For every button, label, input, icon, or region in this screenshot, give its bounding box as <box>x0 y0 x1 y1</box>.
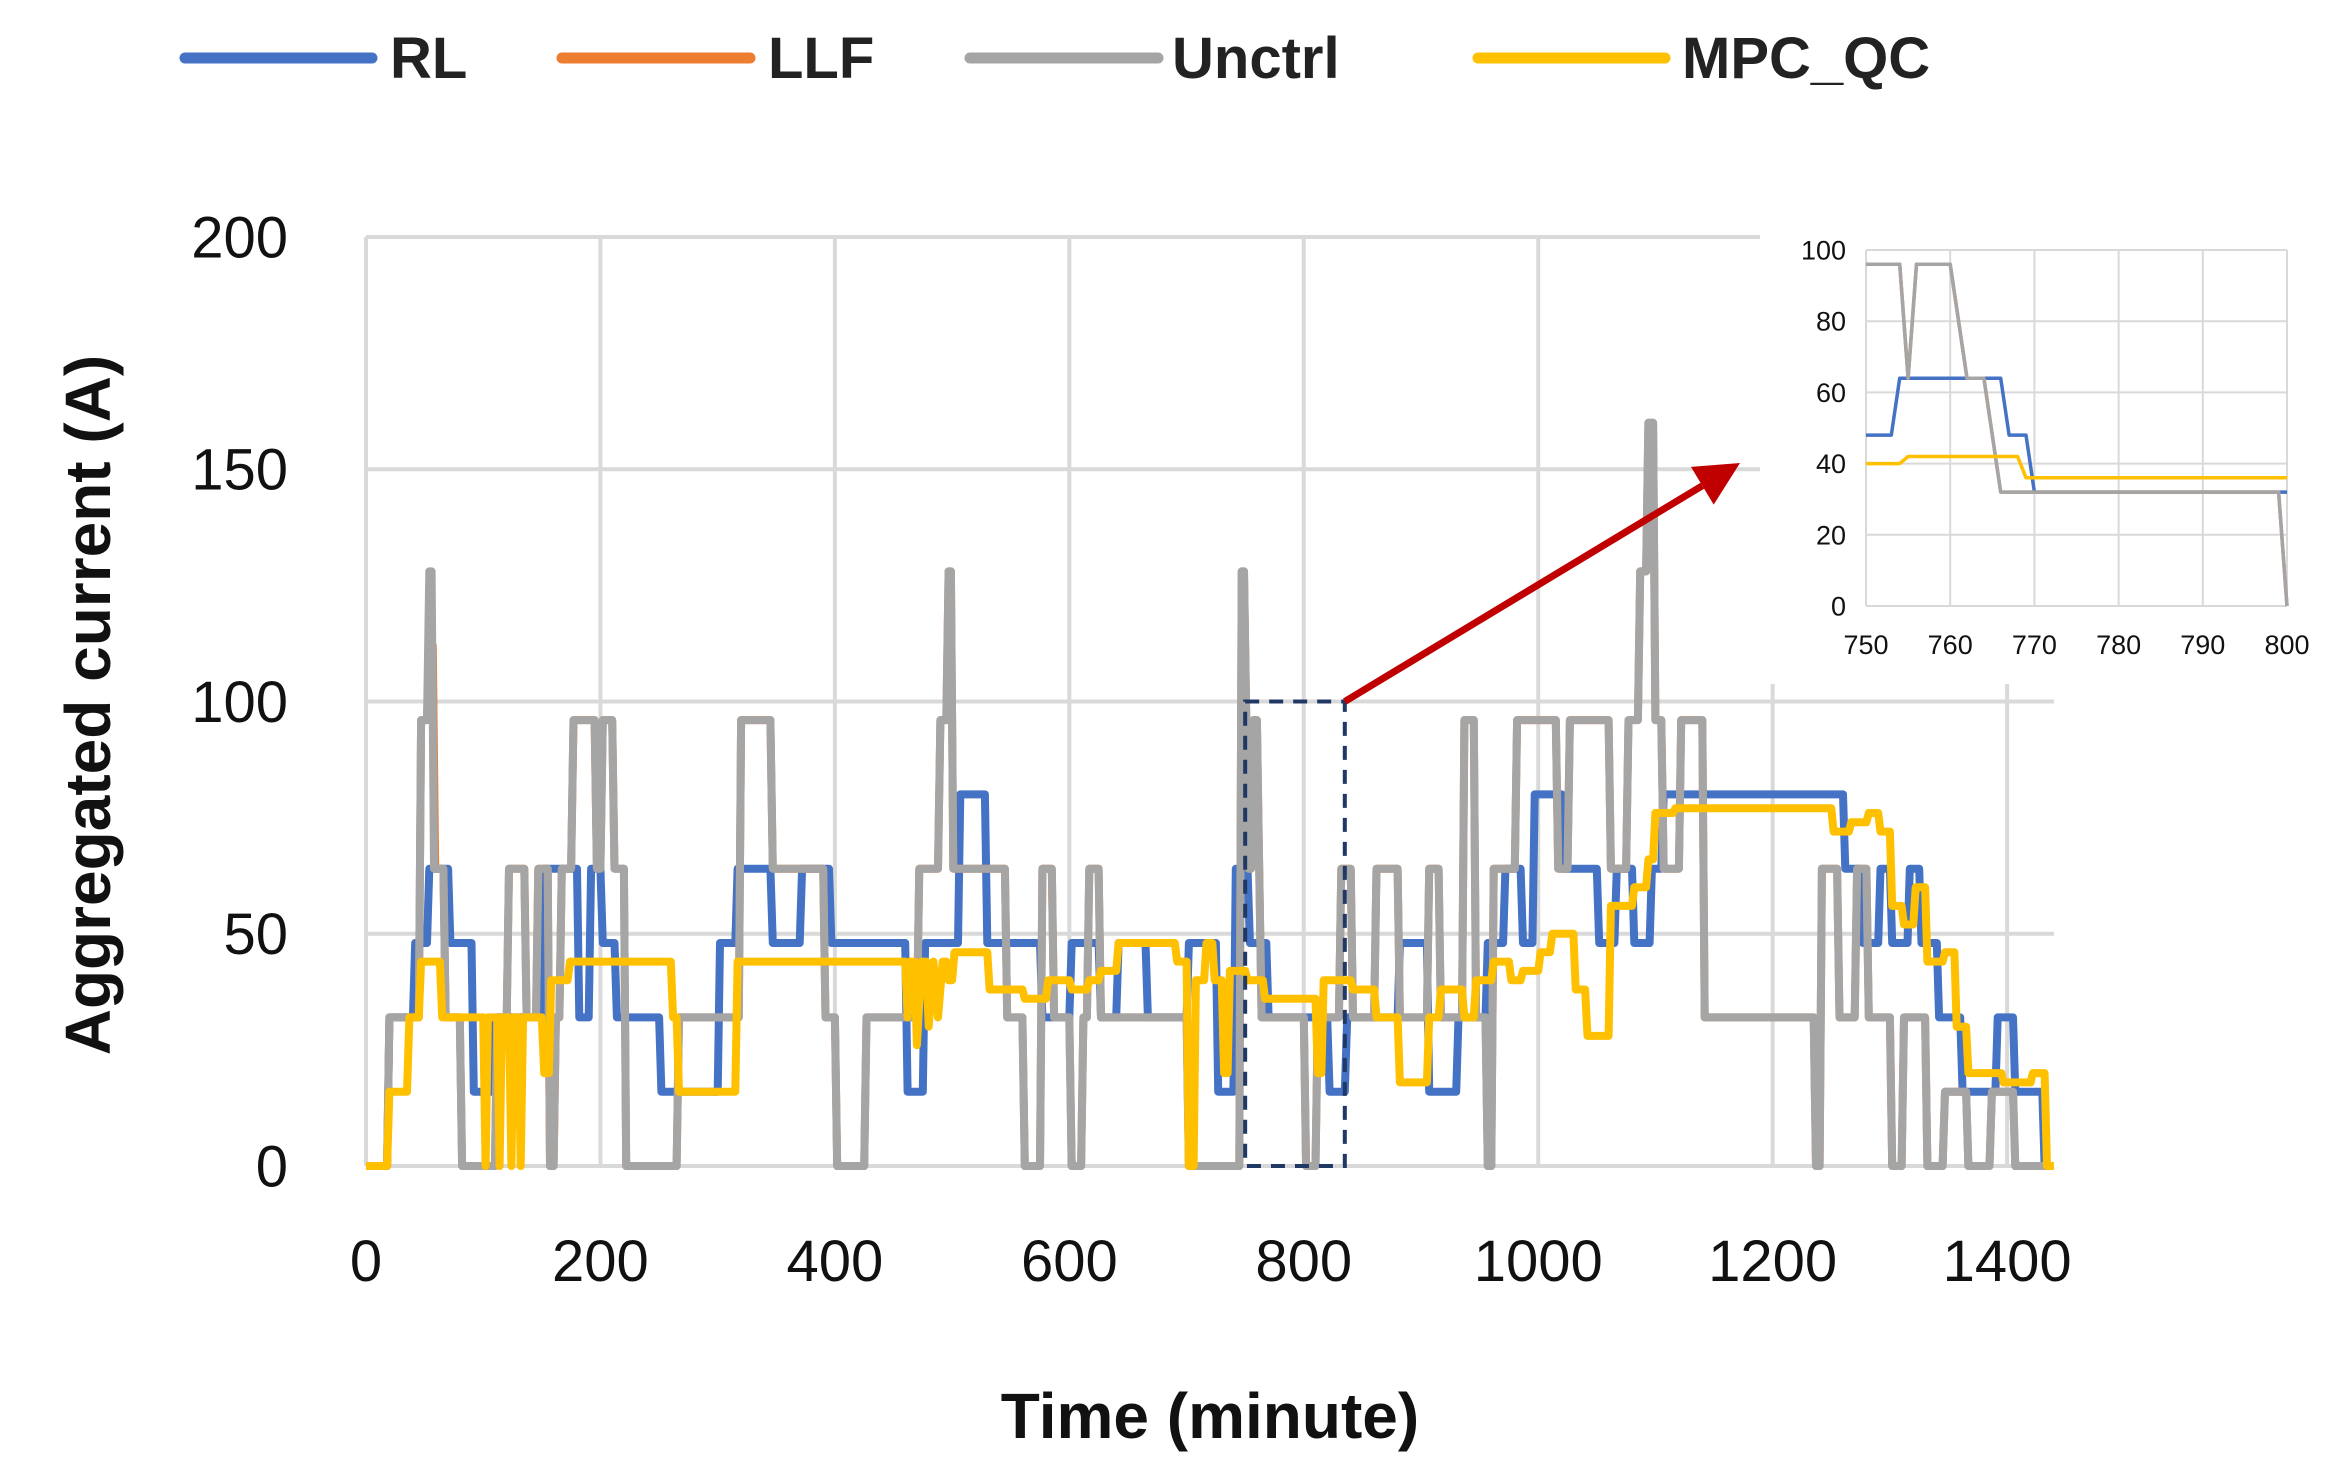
main-y-tick-label: 100 <box>191 670 288 735</box>
legend: RL LLF Unctrl MPC_QC <box>179 26 1930 91</box>
zoom-region-box <box>1243 699 1347 1168</box>
main-x-tick-label: 800 <box>1255 1229 1352 1294</box>
inset-y-tick-label: 20 <box>1816 520 1846 550</box>
inset-x-tick-label: 800 <box>2264 630 2309 660</box>
x-axis-title: Time (minute) <box>1001 1380 1419 1452</box>
inset-x-tick-label: 780 <box>2096 630 2141 660</box>
inset-x-tick-label: 790 <box>2180 630 2225 660</box>
legend-label-rl: RL <box>390 26 467 91</box>
main-y-tick-label: 200 <box>191 205 288 270</box>
inset-y-tick-label: 0 <box>1831 591 1846 621</box>
main-y-tick-label: 0 <box>256 1134 288 1199</box>
inset-x-tick-label: 770 <box>2012 630 2057 660</box>
main-y-tick-label: 150 <box>191 438 288 503</box>
inset-series-line-mpc-qc <box>1866 454 2287 480</box>
main-x-tick-label: 1000 <box>1474 1229 1603 1294</box>
main-x-tick-label: 1400 <box>1943 1229 2072 1294</box>
main-x-tick-label: 0 <box>350 1229 382 1294</box>
main-x-tick-label: 600 <box>1021 1229 1118 1294</box>
inset-y-tick-label: 60 <box>1816 378 1846 408</box>
zoom-arrow-head <box>1690 463 1740 505</box>
legend-label-mpc-qc: MPC_QC <box>1682 26 1930 91</box>
main-x-tick-label: 200 <box>552 1229 649 1294</box>
main-series-line-rl <box>366 790 2054 1170</box>
inset-plot: 750 760 770 780 790 800 0 20 40 60 80 100 <box>1760 222 2332 684</box>
inset-y-tick-label: 40 <box>1816 449 1846 479</box>
main-series-line-unctrl <box>366 418 2054 1170</box>
inset-y-tick-label: 100 <box>1801 235 1846 265</box>
y-axis-title: Aggregated current (A) <box>52 355 124 1056</box>
main-y-tick-label: 50 <box>223 902 288 967</box>
inset-x-tick-label: 760 <box>1928 630 1973 660</box>
inset-y-tick-label: 80 <box>1816 307 1846 337</box>
main-x-tick-label: 400 <box>786 1229 883 1294</box>
main-x-tick-label: 1200 <box>1708 1229 1837 1294</box>
inset-series-line-unctrl <box>1866 262 2289 607</box>
inset-x-tick-label: 750 <box>1843 630 1888 660</box>
zoom-arrow-line <box>1342 482 1705 705</box>
inset-series-line-rl <box>1866 376 2287 494</box>
legend-label-unctrl: Unctrl <box>1172 26 1340 91</box>
legend-label-llf: LLF <box>768 26 874 91</box>
main-series-line-mpc-qc <box>366 804 2054 1170</box>
